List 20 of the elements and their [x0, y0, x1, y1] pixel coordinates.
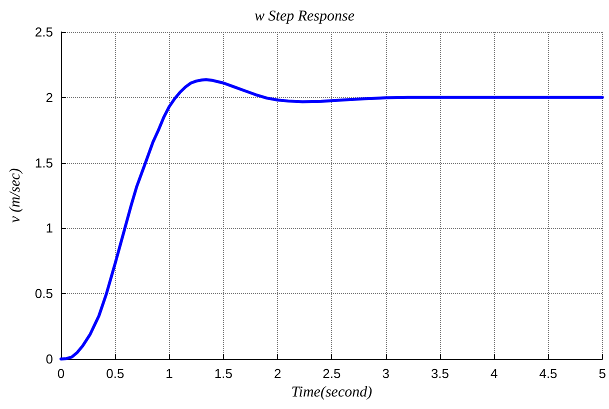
x-tick-label: 4 — [490, 366, 498, 381]
x-axis-title: Time(second) — [291, 384, 372, 400]
chart-title: w Step Response — [254, 8, 355, 24]
x-tick-label: 0.5 — [106, 366, 124, 381]
x-tick-label: 2 — [274, 366, 282, 381]
x-tick-label: 3.5 — [430, 366, 450, 381]
y-tick-label: 1 — [46, 220, 53, 236]
x-tick-label: 5 — [598, 366, 606, 381]
y-axis-title: v (m/sec) — [8, 168, 24, 223]
x-tick-label: 1.5 — [214, 366, 232, 381]
y-tick-label: 2.5 — [34, 24, 53, 40]
x-tick-label: 0 — [57, 366, 65, 381]
x-tick-label: 3 — [382, 366, 390, 381]
x-tick-label: 4.5 — [539, 366, 558, 381]
y-tick-label: 2 — [46, 90, 53, 105]
y-tick-label: 1.5 — [34, 155, 53, 170]
y-tick-label: 0 — [46, 352, 53, 366]
x-tick-label: 1 — [166, 366, 173, 381]
x-tick-label: 2.5 — [322, 366, 341, 381]
y-tick-label: 0.5 — [34, 286, 53, 302]
